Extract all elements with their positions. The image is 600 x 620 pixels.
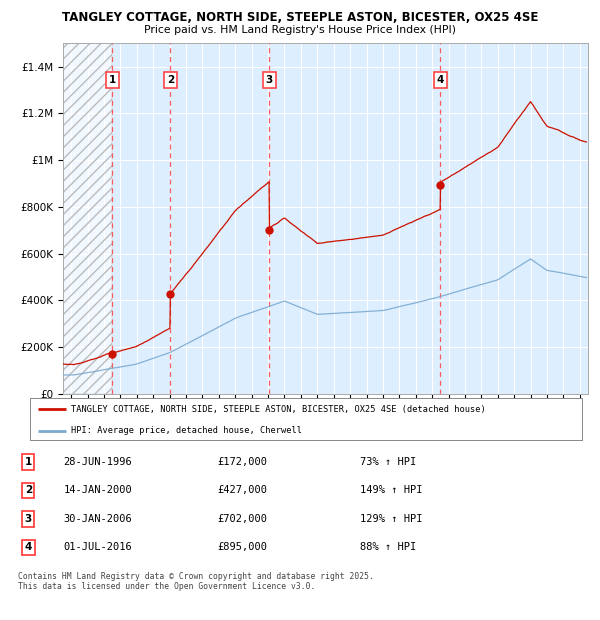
Text: HPI: Average price, detached house, Cherwell: HPI: Average price, detached house, Cher…: [71, 427, 302, 435]
Text: 3: 3: [266, 75, 273, 85]
Text: 88% ↑ HPI: 88% ↑ HPI: [360, 542, 416, 552]
Text: 4: 4: [25, 542, 32, 552]
Text: Contains HM Land Registry data © Crown copyright and database right 2025.
This d: Contains HM Land Registry data © Crown c…: [18, 572, 374, 591]
Text: 129% ↑ HPI: 129% ↑ HPI: [360, 514, 422, 524]
Text: 14-JAN-2000: 14-JAN-2000: [64, 485, 133, 495]
Text: 28-JUN-1996: 28-JUN-1996: [64, 457, 133, 467]
Text: TANGLEY COTTAGE, NORTH SIDE, STEEPLE ASTON, BICESTER, OX25 4SE (detached house): TANGLEY COTTAGE, NORTH SIDE, STEEPLE AST…: [71, 405, 486, 414]
Text: £895,000: £895,000: [218, 542, 268, 552]
Text: 1: 1: [109, 75, 116, 85]
Text: £172,000: £172,000: [218, 457, 268, 467]
Text: 2: 2: [25, 485, 32, 495]
Text: £427,000: £427,000: [218, 485, 268, 495]
Text: 73% ↑ HPI: 73% ↑ HPI: [360, 457, 416, 467]
Text: 149% ↑ HPI: 149% ↑ HPI: [360, 485, 422, 495]
Text: 2: 2: [167, 75, 174, 85]
Text: 1: 1: [25, 457, 32, 467]
Text: £702,000: £702,000: [218, 514, 268, 524]
Bar: [63, 43, 112, 394]
Text: TANGLEY COTTAGE, NORTH SIDE, STEEPLE ASTON, BICESTER, OX25 4SE: TANGLEY COTTAGE, NORTH SIDE, STEEPLE AST…: [62, 11, 538, 24]
Text: 30-JAN-2006: 30-JAN-2006: [64, 514, 133, 524]
Text: 01-JUL-2016: 01-JUL-2016: [64, 542, 133, 552]
Text: 4: 4: [437, 75, 444, 85]
Text: Price paid vs. HM Land Registry's House Price Index (HPI): Price paid vs. HM Land Registry's House …: [144, 25, 456, 35]
Text: 3: 3: [25, 514, 32, 524]
Bar: [63, 43, 112, 394]
